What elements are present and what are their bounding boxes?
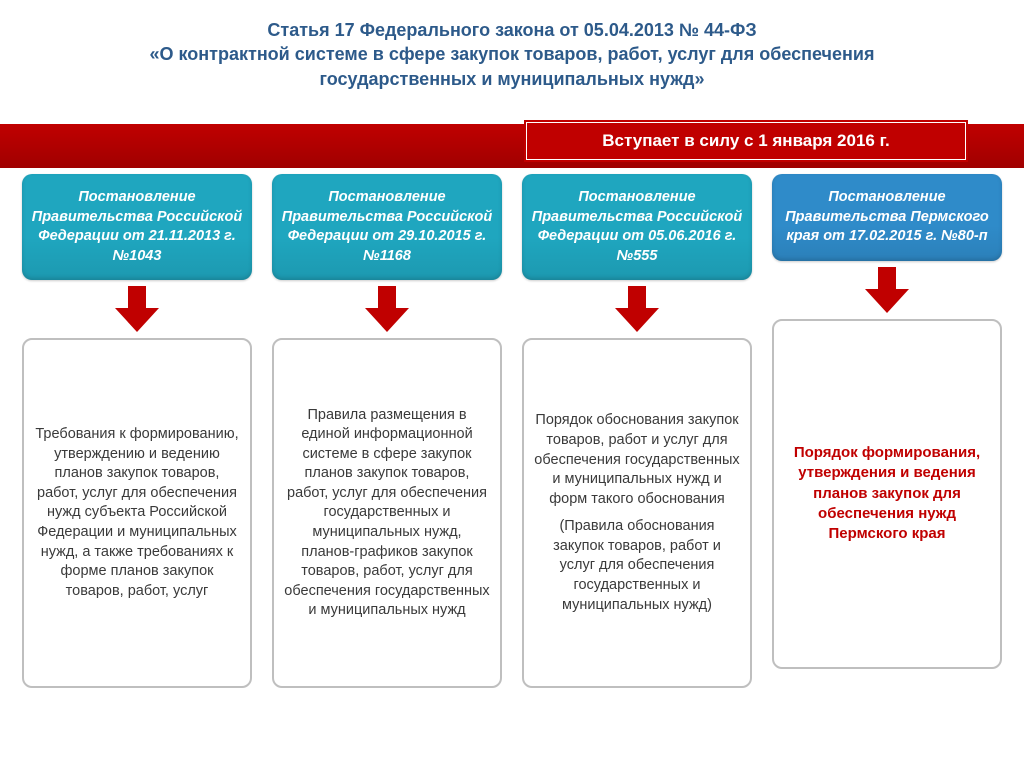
arrow-4 (865, 261, 909, 319)
desc-text-2: Правила размещения в единой информационн… (284, 406, 490, 621)
decree-box-3: Постановление Правительства Российской Ф… (522, 174, 752, 280)
arrow-down-icon (615, 286, 659, 332)
title-line-1: Статья 17 Федерального закона от 05.04.2… (40, 18, 984, 42)
effective-date-label: Вступает в силу с 1 января 2016 г. (602, 131, 889, 151)
desc-box-4: Порядок формирования, утверждения и веде… (772, 319, 1002, 669)
desc-box-3: Порядок обоснования закупок товаров, раб… (522, 338, 752, 688)
title-line-3: государственных и муниципальных нужд» (40, 67, 984, 91)
effective-date-badge: Вступает в силу с 1 января 2016 г. (526, 122, 966, 160)
column-3: Постановление Правительства Российской Ф… (522, 174, 752, 688)
columns-container: Постановление Правительства Российской Ф… (22, 174, 1002, 688)
arrow-down-icon (365, 286, 409, 332)
arrow-2 (365, 280, 409, 338)
arrow-down-icon (865, 267, 909, 313)
desc-box-2: Правила размещения в единой информационн… (272, 338, 502, 688)
column-4: Постановление Правительства Пермского кр… (772, 174, 1002, 688)
arrow-1 (115, 280, 159, 338)
decree-box-2: Постановление Правительства Российской Ф… (272, 174, 502, 280)
decree-box-4: Постановление Правительства Пермского кр… (772, 174, 1002, 261)
column-1: Постановление Правительства Российской Ф… (22, 174, 252, 688)
desc-text-3a: Порядок обоснования закупок товаров, раб… (534, 411, 740, 509)
desc-box-1: Требования к формированию, утверждению и… (22, 338, 252, 688)
arrow-down-icon (115, 286, 159, 332)
desc-text-3b: (Правила обоснования закупок товаров, ра… (534, 517, 740, 615)
title-line-2: «О контрактной системе в сфере закупок т… (40, 42, 984, 66)
column-2: Постановление Правительства Российской Ф… (272, 174, 502, 688)
arrow-3 (615, 280, 659, 338)
desc-text-4: Порядок формирования, утверждения и веде… (784, 443, 990, 544)
page-title: Статья 17 Федерального закона от 05.04.2… (0, 0, 1024, 99)
decree-box-1: Постановление Правительства Российской Ф… (22, 174, 252, 280)
desc-text-1: Требования к формированию, утверждению и… (34, 425, 240, 601)
